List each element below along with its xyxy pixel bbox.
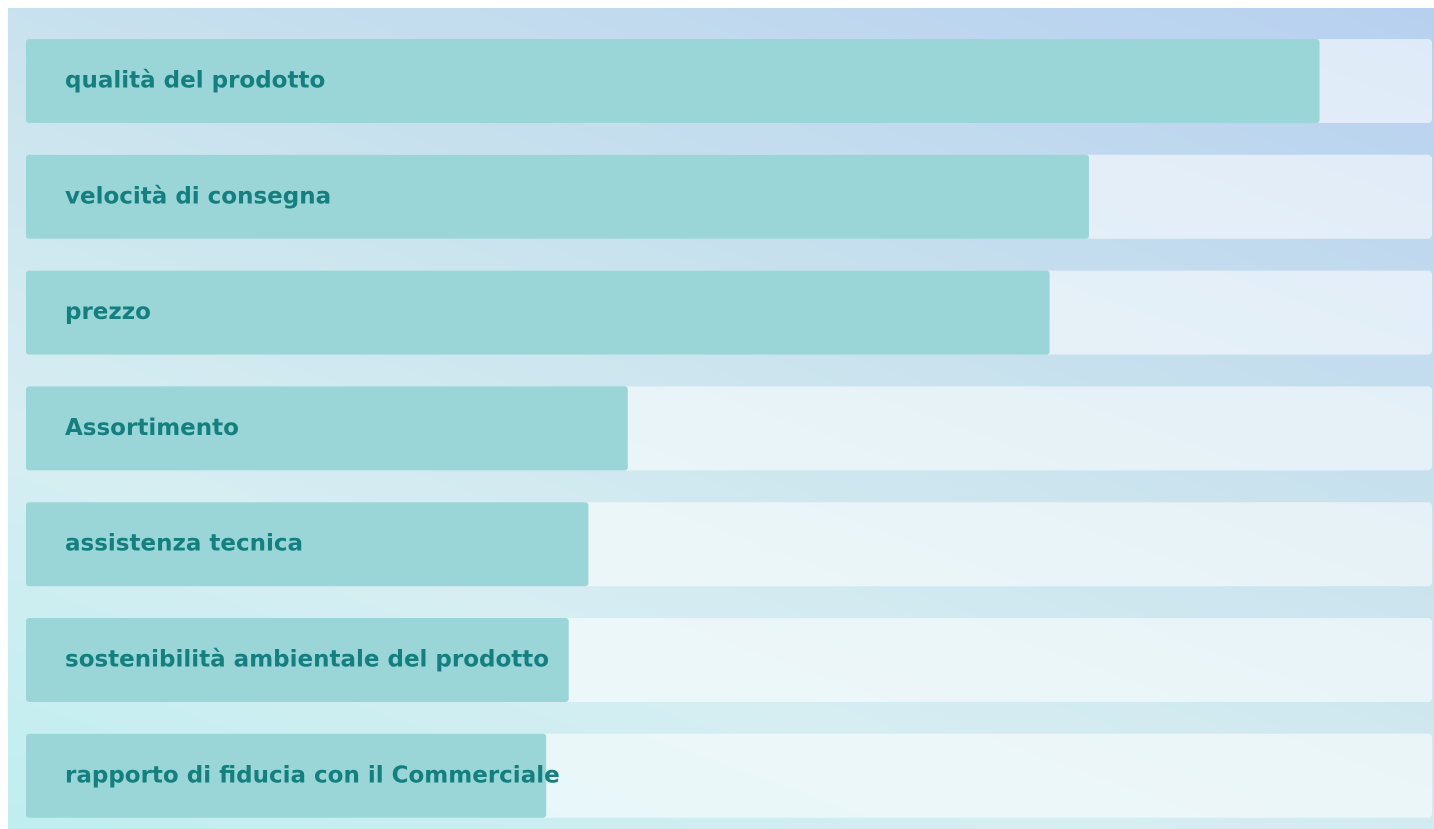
bar-label: velocità di consegna xyxy=(65,183,331,209)
bar-label: sostenibilità ambientale del prodotto xyxy=(65,647,549,673)
bar xyxy=(26,502,589,587)
bar xyxy=(26,618,569,702)
bar xyxy=(26,733,547,818)
bar xyxy=(26,270,1050,355)
bar-label: assistenza tecnica xyxy=(65,531,303,557)
bar-label: rapporto di fiducia con il Commerciale xyxy=(65,762,560,788)
bar xyxy=(26,154,1089,239)
bar-label: Assortimento xyxy=(65,415,239,441)
bar-label: prezzo xyxy=(65,299,151,325)
bar xyxy=(26,386,628,471)
bar-label: qualità del prodotto xyxy=(65,68,325,94)
bar xyxy=(26,39,1320,123)
